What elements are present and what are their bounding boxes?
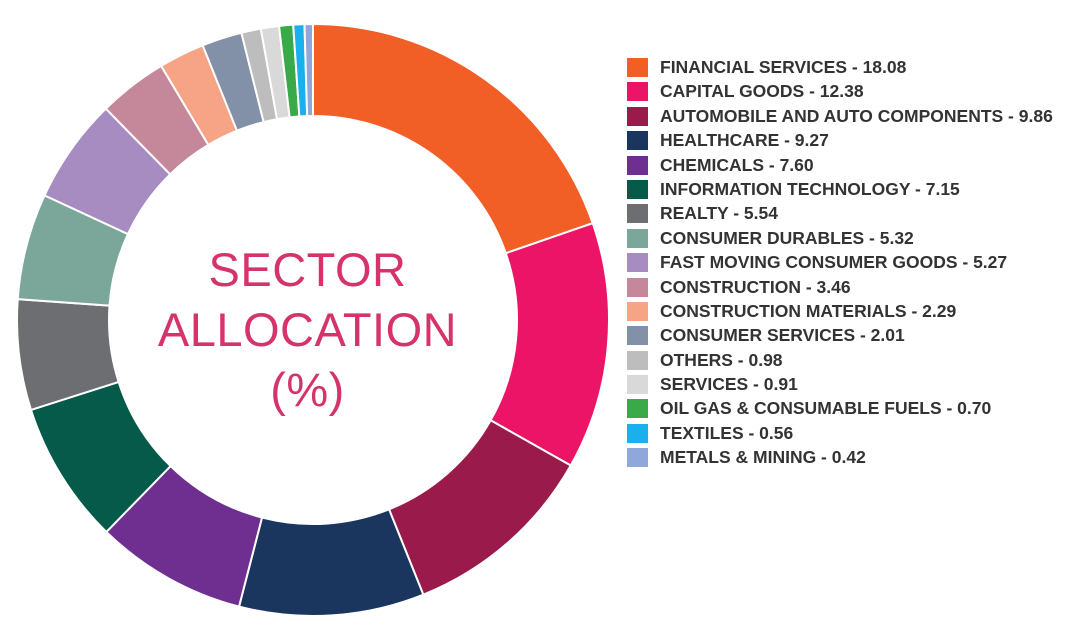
legend-swatch: [627, 131, 648, 151]
legend-swatch: [627, 179, 648, 199]
legend-swatch: [627, 204, 648, 224]
legend-item: METALS & MINING - 0.42: [627, 446, 1065, 468]
legend-swatch: [627, 301, 648, 321]
legend-label: INFORMATION TECHNOLOGY - 7.15: [660, 178, 960, 199]
legend-swatch: [627, 399, 648, 419]
donut-slice: [303, 22, 314, 118]
legend-label: REALTY - 5.54: [660, 203, 778, 224]
legend-label: CAPITAL GOODS - 12.38: [660, 81, 864, 102]
legend-swatch: [627, 82, 648, 102]
legend-item: CAPITAL GOODS - 12.38: [627, 80, 1065, 102]
chart-title-line-1: SECTOR: [208, 243, 407, 296]
legend-label: METALS & MINING - 0.42: [660, 447, 866, 468]
legend-swatch: [627, 326, 648, 346]
legend-item: OIL GAS & CONSUMABLE FUELS - 0.70: [627, 397, 1065, 419]
legend-label: FINANCIAL SERVICES - 18.08: [660, 57, 907, 77]
legend-item: OTHERS - 0.98: [627, 349, 1065, 371]
legend-label: FAST MOVING CONSUMER GOODS - 5.27: [660, 252, 1008, 273]
legend-label: CONSUMER DURABLES - 5.32: [660, 227, 914, 248]
legend-label: SERVICES - 0.91: [660, 374, 798, 395]
legend: FINANCIAL SERVICES - 18.08 CAPITAL GOODS …: [627, 56, 1065, 471]
legend-swatch: [627, 423, 648, 443]
donut-slice: [312, 22, 594, 255]
legend-label: OTHERS - 0.98: [660, 349, 783, 370]
legend-item: AUTOMOBILE AND AUTO COMPONENTS - 9.86: [627, 105, 1065, 127]
chart-title-line-2: ALLOCATION: [157, 303, 458, 356]
legend-label: CONSTRUCTION - 3.46: [660, 276, 851, 297]
legend-swatch: [627, 253, 648, 273]
legend-item: FAST MOVING CONSUMER GOODS - 5.27: [627, 251, 1065, 273]
legend-label: CONSTRUCTION MATERIALS - 2.29: [660, 300, 957, 321]
legend-item: CONSTRUCTION - 3.46: [627, 276, 1065, 298]
donut-chart: [16, 22, 610, 617]
legend-item: FINANCIAL SERVICES - 18.08: [627, 56, 1065, 78]
legend-label: AUTOMOBILE AND AUTO COMPONENTS - 9.86: [660, 105, 1053, 126]
chart-title-line-3: (%): [270, 363, 345, 416]
legend-swatch: [627, 228, 648, 248]
legend-swatch: [627, 448, 648, 468]
legend-item: TEXTILES - 0.56: [627, 422, 1065, 444]
legend-label: OIL GAS & CONSUMABLE FUELS - 0.70: [660, 398, 992, 419]
legend-swatch: [627, 277, 648, 297]
chart-title: SECTOR ALLOCATION (%): [130, 240, 485, 420]
legend-swatch: [627, 106, 648, 126]
legend-label: HEALTHCARE - 9.27: [660, 130, 829, 151]
legend-swatch: [627, 350, 648, 370]
legend-item: CONSUMER SERVICES - 2.01: [627, 324, 1065, 346]
legend-label: CHEMICALS - 7.60: [660, 154, 814, 175]
legend-item: CONSTRUCTION MATERIALS - 2.29: [627, 300, 1065, 322]
donut-slice: [237, 508, 425, 617]
legend-item: INFORMATION TECHNOLOGY - 7.15: [627, 178, 1065, 200]
legend-item: CONSUMER DURABLES - 5.32: [627, 227, 1065, 249]
legend-item: REALTY - 5.54: [627, 202, 1065, 224]
legend-item: HEALTHCARE - 9.27: [627, 129, 1065, 151]
legend-swatch: [627, 155, 648, 175]
legend-label: TEXTILES - 0.56: [660, 422, 794, 443]
legend-label: CONSUMER SERVICES - 2.01: [660, 325, 905, 346]
legend-swatch: [627, 375, 648, 395]
legend-item: CHEMICALS - 7.60: [627, 154, 1065, 176]
legend-swatch: [627, 58, 648, 77]
legend-item: SERVICES - 0.91: [627, 373, 1065, 395]
